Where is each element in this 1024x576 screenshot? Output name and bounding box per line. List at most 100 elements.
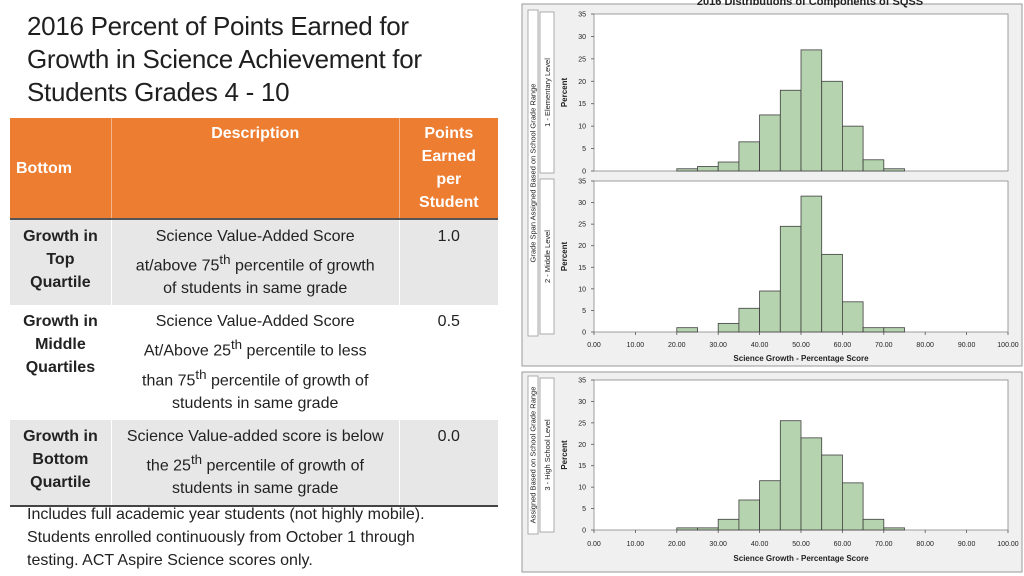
desc-text: percentile of growth of xyxy=(202,457,364,475)
desc-text: percentile of growth xyxy=(230,257,375,275)
y-tick-label: 10 xyxy=(578,485,586,492)
histogram-bar xyxy=(779,420,802,531)
y-tick-label: 35 xyxy=(578,378,586,385)
histogram-bar xyxy=(800,49,823,172)
x-tick-label: 0.00 xyxy=(587,342,601,349)
desc-line: Science Value-added score is below xyxy=(118,425,393,448)
x-axis-label: Science Growth - Percentage Score xyxy=(733,354,869,363)
y-axis-label: Percent xyxy=(560,77,569,107)
panel-strip-label: 3 - High School Level xyxy=(543,419,552,491)
desc-line: of students in same grade xyxy=(118,277,393,300)
header-description: Description xyxy=(111,118,400,220)
histogram-bar xyxy=(821,454,843,531)
panel-strip-label: 1 - Elementary Level xyxy=(543,58,552,127)
y-tick-label: 30 xyxy=(578,200,586,207)
footnote-line: testing. ACT Aspire Science scores only. xyxy=(27,552,313,569)
row-label-line: Quartile xyxy=(30,274,91,291)
title-line: Students Grades 4 - 10 xyxy=(27,77,290,107)
points-table: Bottom Description Points Earned per Stu… xyxy=(10,118,498,508)
histogram-bar xyxy=(676,168,698,172)
histogram-bar xyxy=(779,89,802,172)
header-points-line: Student xyxy=(419,194,479,211)
row-label-line: Middle xyxy=(35,336,86,354)
page-title: 2016 Percent of Points Earned for Growth… xyxy=(27,10,497,109)
header-points-line: Points xyxy=(424,125,474,142)
y-axis-label: Percent xyxy=(560,440,569,470)
histogram-bar xyxy=(697,166,719,172)
x-tick-label: 50.00 xyxy=(792,342,810,349)
table-row: Growth in Middle Quartiles Science Value… xyxy=(10,305,498,420)
chart-title: 2016 Distributions of Components of SQSS xyxy=(697,0,923,8)
y-tick-label: 20 xyxy=(578,442,586,449)
histogram-bar xyxy=(862,327,885,333)
desc-text: percentile to less xyxy=(242,342,367,360)
row-description: Science Value-added score is below the 2… xyxy=(111,419,400,507)
x-tick-label: 20.00 xyxy=(668,541,686,548)
y-tick-label: 5 xyxy=(582,146,586,153)
histogram-bar xyxy=(800,195,823,333)
histogram-block: Assigned Based on School Grade Range 3 - … xyxy=(521,371,1023,573)
desc-line: than 75th percentile of growth of xyxy=(118,363,393,392)
histogram-bar xyxy=(821,80,843,172)
row-label-line: Top xyxy=(46,251,75,268)
table-row: Growth in Bottom Quartile Science Value-… xyxy=(10,419,498,507)
desc-text: At/Above 25 xyxy=(143,342,231,360)
histogram-bar xyxy=(883,527,905,531)
y-tick-label: 5 xyxy=(582,506,586,513)
histogram-bar xyxy=(883,327,905,333)
x-tick-label: 100.00 xyxy=(997,541,1019,548)
row-label: Growth in Top Quartile xyxy=(10,219,112,306)
row-label-line: Quartiles xyxy=(25,359,96,377)
panel-strip xyxy=(539,377,555,533)
row-points: 0.5 xyxy=(399,305,498,420)
outer-strip xyxy=(527,9,539,337)
y-tick-label: 25 xyxy=(578,420,586,427)
x-tick-label: 40.00 xyxy=(751,342,769,349)
x-tick-label: 70.00 xyxy=(875,541,893,548)
histogram-bar xyxy=(800,437,823,531)
outer-strip xyxy=(527,375,539,535)
desc-text: students in same grade xyxy=(172,394,339,412)
row-points: 0.0 xyxy=(399,419,498,507)
histogram-bar xyxy=(779,225,802,333)
outer-strip-label: Assigned Based on School Grade Range xyxy=(529,387,538,524)
histogram-bar xyxy=(862,159,885,172)
x-tick-label: 50.00 xyxy=(792,541,810,548)
table-row: Growth in Top Quartile Science Value-Add… xyxy=(10,219,498,306)
histogram-block: 2016 Distributions of Components of SQSS… xyxy=(521,0,1023,367)
y-tick-label: 5 xyxy=(582,308,586,315)
histogram-bar xyxy=(717,518,740,531)
desc-sup: th xyxy=(219,252,231,267)
y-tick-label: 35 xyxy=(578,179,586,186)
panel-strip xyxy=(539,178,555,335)
desc-text: percentile of growth of xyxy=(206,371,369,389)
desc-line: Science Value-Added Score xyxy=(118,225,393,248)
desc-text: students in same grade xyxy=(172,480,339,498)
desc-line: the 25th percentile of growth of xyxy=(118,448,393,477)
y-tick-label: 15 xyxy=(578,101,586,108)
row-points: 1.0 xyxy=(399,219,498,306)
desc-line: students in same grade xyxy=(118,392,393,415)
desc-text: Science Value-Added Score xyxy=(155,313,355,331)
row-label-line: Bottom xyxy=(32,450,89,468)
histogram-bar xyxy=(738,499,760,531)
desc-sup: th xyxy=(195,366,207,382)
y-tick-label: 35 xyxy=(578,12,586,19)
title-line: Growth in Science Achievement for xyxy=(27,44,422,74)
panel-strip xyxy=(539,11,555,174)
x-tick-label: 70.00 xyxy=(875,342,893,349)
desc-text: Science Value-added score is below xyxy=(126,427,384,445)
row-label-line: Growth in xyxy=(23,427,98,445)
x-tick-label: 10.00 xyxy=(627,541,645,548)
histogram-bar xyxy=(676,527,698,531)
desc-line: at/above 75th percentile of growth xyxy=(118,248,393,277)
x-tick-label: 80.00 xyxy=(916,541,934,548)
y-tick-label: 0 xyxy=(582,330,586,337)
y-tick-label: 20 xyxy=(578,79,586,86)
desc-sup: th xyxy=(230,337,243,353)
x-tick-label: 80.00 xyxy=(916,342,934,349)
histogram-bar xyxy=(759,290,781,333)
y-tick-label: 25 xyxy=(578,222,586,229)
row-description: Science Value-Added Score At/Above 25th … xyxy=(111,305,400,420)
x-tick-label: 90.00 xyxy=(958,342,976,349)
